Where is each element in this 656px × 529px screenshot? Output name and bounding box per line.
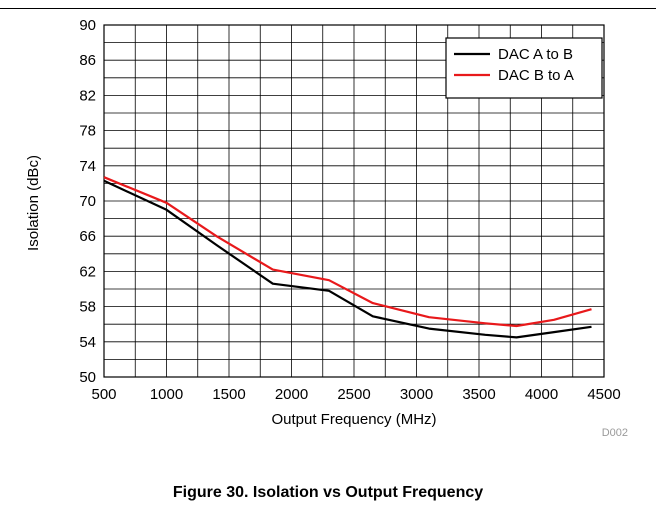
x-tick-label: 3500 — [462, 386, 495, 403]
chart-series — [103, 176, 592, 339]
x-tick-label: 3000 — [400, 386, 433, 403]
figure-caption: Figure 30. Isolation vs Output Frequency — [172, 484, 484, 501]
y-tick-label: 82 — [79, 87, 96, 104]
legend-label: DAC A to B — [498, 46, 573, 63]
legend-box — [445, 37, 603, 99]
y-axis-title: Isolation (dBc) — [25, 155, 42, 251]
y-tick-label: 54 — [79, 334, 96, 351]
chart-axes: 500 1000 1500 2000 2500 3000 3500 4000 4500 50 54 5… — [79, 17, 620, 403]
x-tick-label: 4500 — [587, 386, 620, 403]
legend-label: DAC B to A — [498, 67, 574, 84]
x-tick-label: 4000 — [525, 386, 558, 403]
y-tick-label: 90 — [79, 17, 96, 34]
y-tick-label: 58 — [79, 299, 96, 316]
x-tick-label: 2000 — [275, 386, 308, 403]
y-tick-label: 50 — [79, 369, 96, 386]
isolation-chart: 500 1000 1500 2000 2500 3000 3500 4000 4500 50 54 5… — [25, 17, 628, 439]
series-line-dac-a-to-b — [103, 179, 592, 339]
x-axis-title: Output Frequency (MHz) — [271, 411, 436, 428]
y-tick-label: 74 — [79, 158, 96, 175]
chart-code-label: D002 — [602, 427, 628, 439]
plot-frame — [103, 24, 605, 378]
y-tick-label: 66 — [79, 228, 96, 245]
x-tick-label: 1500 — [212, 386, 245, 403]
y-tick-label: 62 — [79, 263, 96, 280]
series-line-dac-b-to-a — [103, 176, 592, 328]
y-tick-label: 78 — [79, 123, 96, 140]
x-tick-label: 500 — [91, 386, 116, 403]
x-tick-label: 2500 — [337, 386, 370, 403]
top-rule — [0, 8, 656, 9]
y-tick-label: 70 — [79, 193, 96, 210]
chart-legend: DAC A to B DAC B to A — [445, 37, 603, 99]
y-tick-label: 86 — [79, 52, 96, 69]
x-tick-label: 1000 — [150, 386, 183, 403]
